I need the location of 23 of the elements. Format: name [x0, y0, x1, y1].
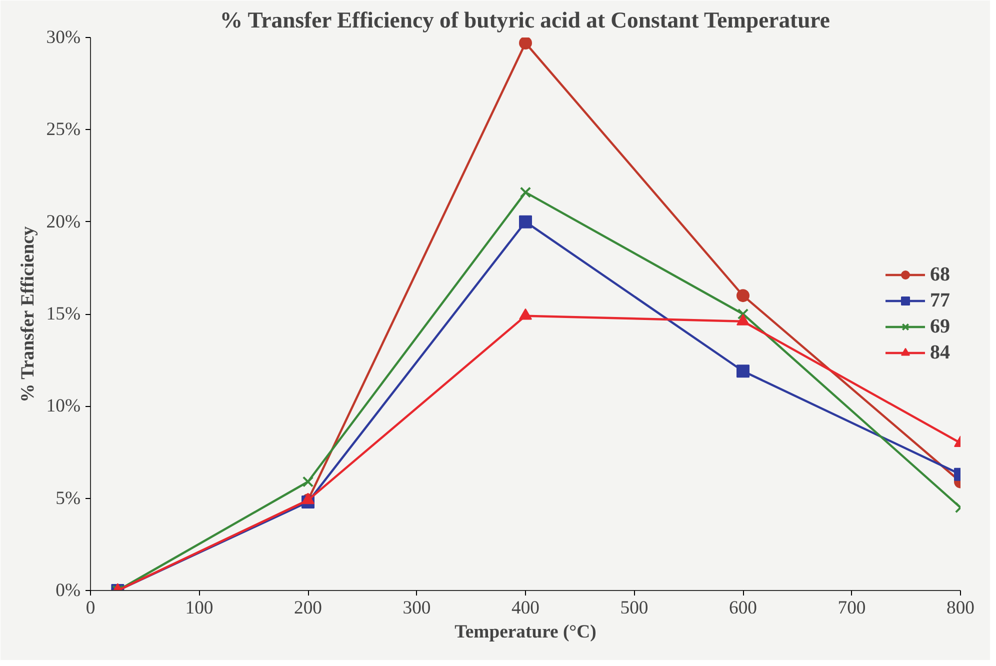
x-tick-label: 500 [620, 598, 648, 618]
y-axis-title: % Transfer Efficiency [17, 226, 38, 402]
x-tick-label: 800 [946, 598, 974, 618]
x-tick-label: 0 [86, 598, 96, 618]
x-tick-label: 600 [729, 598, 757, 618]
y-tick-label: 0% [56, 580, 81, 601]
x-tick-label: 700 [838, 598, 866, 618]
y-tick-label: 25% [46, 119, 81, 140]
x-tick-label: 100 [185, 598, 214, 618]
y-tick-label: 10% [46, 396, 81, 417]
x-tick-label: 200 [294, 598, 322, 618]
x-tick-label: 300 [402, 598, 431, 618]
chart-title: % Transfer Efficiency of butyric acid at Constant Temperature [220, 8, 830, 32]
x-axis-title: Temperature (°C) [454, 622, 596, 642]
y-tick-label: 20% [46, 211, 81, 232]
legend-label: 84 [930, 341, 950, 364]
legend-label: 77 [930, 289, 950, 312]
x-tick-label: 400 [512, 598, 540, 618]
y-tick-label: 30% [46, 27, 81, 48]
y-tick-label: 15% [46, 304, 81, 324]
y-tick-label: 5% [56, 488, 81, 509]
legend-label: 69 [930, 315, 950, 338]
legend-label: 68 [930, 263, 950, 286]
